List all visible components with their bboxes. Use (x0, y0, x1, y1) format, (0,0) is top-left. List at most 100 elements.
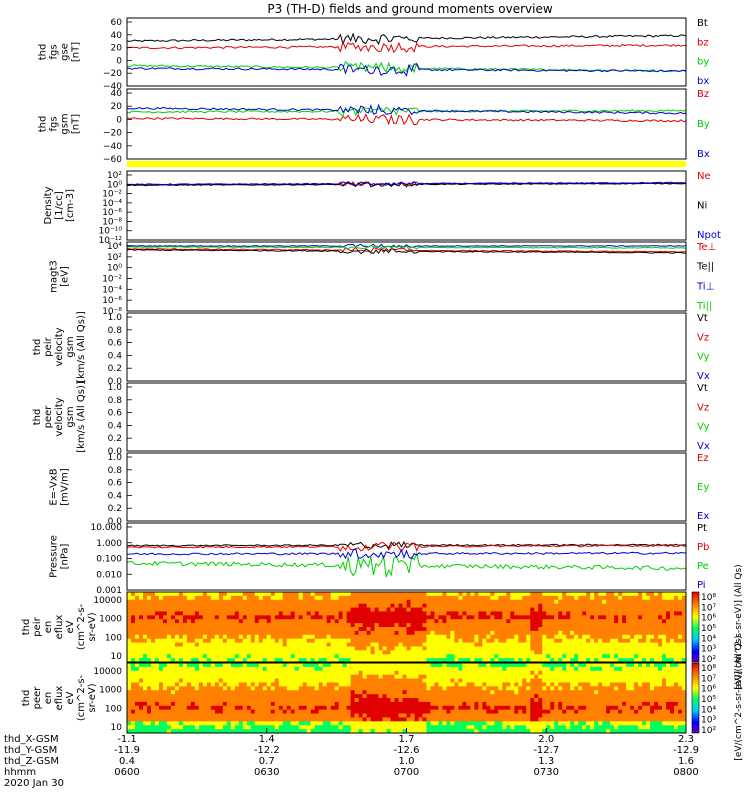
heatmap-cell (322, 603, 327, 608)
heatmap-cell (486, 678, 491, 683)
heatmap-cell (554, 654, 559, 659)
heatmap-cell (262, 725, 268, 730)
heatmap-cell (382, 678, 387, 683)
heatmap-cell (162, 595, 168, 601)
heatmap-cell (406, 642, 411, 647)
heatmap-cell (542, 729, 547, 734)
heatmap-cell (614, 638, 619, 643)
heatmap-cell (610, 619, 615, 624)
heatmap-cell (418, 666, 423, 672)
heatmap-cell (366, 709, 371, 714)
heatmap-cell (606, 650, 611, 655)
heatmap-cell (474, 701, 479, 707)
heatmap-cell (526, 717, 531, 722)
heatmap-cell (490, 721, 495, 726)
heatmap-cell (354, 721, 359, 726)
heatmap-cell (478, 630, 483, 636)
heatmap-cell (398, 663, 403, 668)
heatmap-cell (478, 595, 483, 601)
y-axis-label: fgs (49, 44, 60, 59)
heatmap-cell (518, 686, 523, 691)
heatmap-cell (362, 592, 367, 597)
heatmap-cell (570, 654, 575, 659)
heatmap-cell (374, 646, 379, 651)
y-tick-label: 10⁻¹² (99, 236, 123, 246)
heatmap-cell (414, 595, 419, 601)
heatmap-cell (142, 615, 148, 620)
heatmap-cell (178, 650, 184, 655)
heatmap-cell (142, 713, 148, 718)
heatmap-cell (234, 694, 240, 699)
heatmap-cell (258, 654, 264, 659)
heatmap-cell (186, 654, 192, 659)
heatmap-cell (170, 595, 176, 601)
heatmap-cell (210, 717, 216, 722)
heatmap-cell (410, 599, 415, 604)
heatmap-cell (266, 701, 272, 707)
y-axis-label: eV (65, 620, 76, 633)
heatmap-cell (202, 615, 208, 620)
heatmap-cell (522, 729, 527, 734)
heatmap-cell (614, 642, 619, 647)
panel-frame (126, 452, 687, 522)
heatmap-cell (466, 592, 471, 597)
heatmap-cell (150, 630, 156, 636)
heatmap-cell (314, 642, 319, 647)
heatmap-cell (462, 599, 467, 604)
heatmap-cell (410, 674, 415, 679)
heatmap-cell (570, 663, 575, 668)
heatmap-cell (406, 674, 411, 679)
heatmap-cell (138, 690, 144, 695)
heatmap-cell (610, 603, 615, 608)
heatmap-cell (646, 654, 651, 659)
heatmap-cell (462, 654, 467, 659)
heatmap-cell (578, 670, 583, 675)
heatmap-cell (646, 638, 651, 643)
heatmap-cell (490, 634, 495, 639)
heatmap-cell (127, 678, 132, 683)
heatmap-cell (394, 694, 399, 699)
heatmap-cell (462, 663, 467, 668)
heatmap-cell (142, 634, 148, 639)
heatmap-cell (534, 638, 539, 643)
heatmap-cell (194, 595, 200, 601)
heatmap-cell (206, 650, 212, 655)
heatmap-cell (350, 690, 355, 695)
y-tick-label: 0.0 (108, 377, 123, 387)
heatmap-cell (210, 670, 216, 675)
heatmap-cell (322, 729, 327, 734)
heatmap-cell (482, 650, 487, 655)
heatmap-cell (518, 658, 523, 663)
heatmap-cell (290, 694, 295, 699)
heatmap-cell (482, 705, 487, 710)
heatmap-cell (498, 607, 503, 612)
heatmap-cell (266, 638, 272, 643)
heatmap-cell (614, 615, 619, 620)
heatmap-cell (522, 623, 527, 628)
heatmap-cell (554, 729, 559, 734)
heatmap-cell (290, 619, 295, 624)
heatmap-cell (510, 709, 515, 714)
heatmap-cell (278, 705, 284, 710)
heatmap-cell (198, 670, 204, 675)
heatmap-cell (130, 654, 136, 659)
heatmap-cell (438, 611, 443, 616)
heatmap-cell (254, 619, 260, 624)
heatmap-cell (426, 630, 431, 636)
heatmap-cell (586, 705, 591, 710)
heatmap-cell (202, 634, 208, 639)
heatmap-cell (554, 615, 559, 620)
heatmap-cell (626, 627, 631, 632)
heatmap-cell (606, 627, 611, 632)
heatmap-cell (170, 701, 176, 707)
heatmap-cell (210, 650, 216, 655)
heatmap-cell (490, 623, 495, 628)
heatmap-cell (594, 701, 599, 707)
heatmap-cell (538, 615, 543, 620)
heatmap-cell (550, 670, 555, 675)
heatmap-cell (262, 611, 268, 616)
heatmap-cell (642, 654, 647, 659)
heatmap-cell (330, 670, 335, 675)
heatmap-cell (254, 717, 260, 722)
heatmap-cell (430, 666, 435, 672)
